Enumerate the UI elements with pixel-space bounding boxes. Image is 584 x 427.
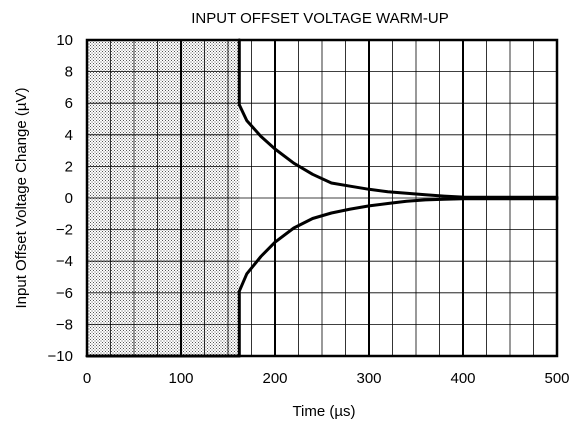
x-tick-label: 0: [83, 370, 91, 387]
y-tick-label: −2: [56, 222, 73, 239]
y-tick-label: −6: [56, 285, 73, 302]
y-tick-label: 0: [65, 190, 73, 207]
series-line-1: [237, 38, 559, 199]
y-tick-label: 4: [65, 127, 73, 144]
x-tick-label: 200: [262, 370, 287, 387]
y-tick-label: 8: [65, 64, 73, 81]
x-axis-label: Time (µs): [292, 403, 355, 420]
x-tick-label: 100: [168, 370, 193, 387]
series-line-2: [237, 197, 559, 358]
y-tick-label: −10: [48, 348, 73, 365]
x-tick-label: 500: [544, 370, 569, 387]
y-tick-label: 10: [56, 32, 73, 49]
y-tick-label: 6: [65, 95, 73, 112]
x-tick-label: 300: [356, 370, 381, 387]
plot-frame: [85, 38, 559, 358]
y-tick-label: 2: [65, 158, 73, 175]
y-tick-label: −8: [56, 316, 73, 333]
chart-title: INPUT OFFSET VOLTAGE WARM-UP: [191, 10, 449, 27]
x-tick-label: 400: [450, 370, 475, 387]
y-tick-label: −4: [56, 253, 73, 270]
y-axis-label: Input Offset Voltage Change (µV): [13, 87, 30, 308]
